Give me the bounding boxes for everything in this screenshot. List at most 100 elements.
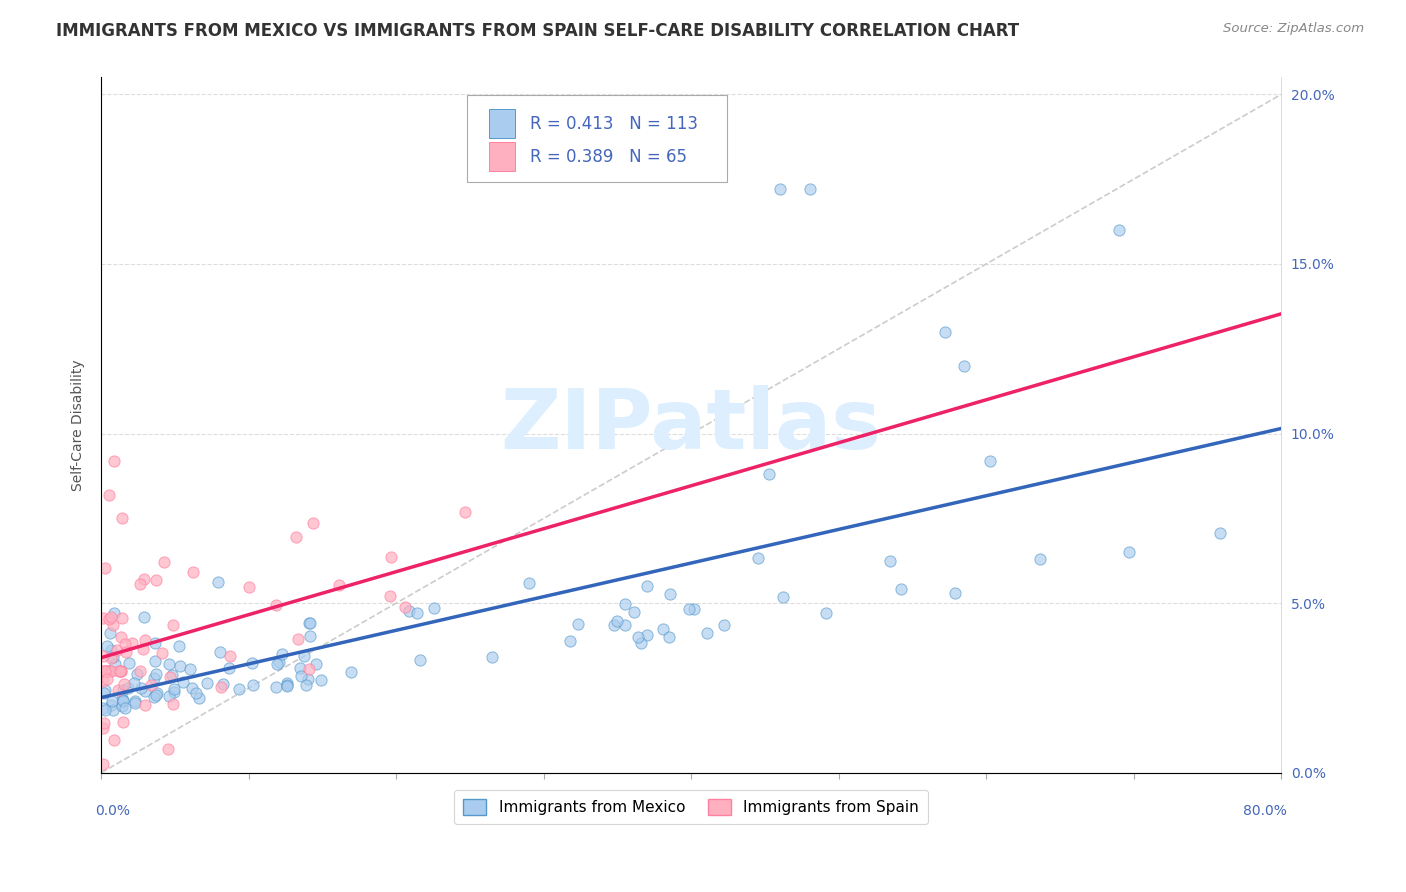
Text: 80.0%: 80.0% [1243,804,1286,818]
Point [297,615,319,630]
Legend: Immigrants from Mexico, Immigrants from Spain: Immigrants from Mexico, Immigrants from … [454,790,928,824]
Point [292,648,315,663]
Point [285,530,308,544]
Point [114,637,136,651]
Point [107,664,129,678]
Point [108,664,131,678]
Point [162,698,184,712]
Bar [489,110,516,138]
Point [212,677,235,691]
Point [93,664,115,678]
Point [602,618,624,632]
Point [159,670,181,684]
Point [187,690,209,705]
Point [91,611,114,625]
Point [1108,223,1130,237]
Point [160,667,183,681]
Point [91,757,114,772]
Point [146,686,169,700]
Point [181,681,204,695]
Point [297,672,319,686]
Point [298,629,321,643]
Point [100,651,122,665]
FancyBboxPatch shape [467,95,727,182]
Point [134,632,156,647]
Point [276,678,298,692]
Point [228,681,250,696]
Point [111,693,134,707]
Point [623,605,645,619]
Point [91,721,114,735]
Point [94,561,117,575]
Point [132,610,155,624]
Point [91,664,114,678]
Point [107,683,129,698]
Point [627,630,650,644]
Point [238,580,260,594]
Point [270,647,292,661]
Point [423,600,446,615]
Point [408,653,430,667]
Point [560,634,582,648]
Point [103,618,125,632]
Point [117,681,139,696]
Point [93,716,115,731]
Point [179,662,201,676]
Point [636,579,658,593]
Point [103,606,125,620]
Point [207,574,229,589]
Point [163,682,186,697]
Point [115,645,138,659]
Point [815,606,838,620]
Point [94,703,117,717]
Point [98,626,121,640]
Point [240,657,263,671]
Point [118,657,141,671]
Point [276,676,298,690]
Point [112,694,135,708]
Point [128,577,150,591]
Point [301,516,323,531]
Point [517,575,540,590]
Point [636,628,658,642]
Point [96,639,118,653]
Point [953,359,976,373]
Point [157,689,180,703]
Point [380,549,402,564]
Point [124,693,146,707]
Point [134,572,156,586]
Point [181,565,204,579]
Point [1118,545,1140,559]
Point [934,325,956,339]
Point [169,659,191,673]
Point [101,694,124,708]
Point [111,611,134,625]
Point [91,648,114,663]
Point [242,678,264,692]
Point [110,691,132,706]
Point [143,671,166,685]
Point [93,686,115,700]
Point [163,685,186,699]
Point [110,664,132,678]
Point [153,555,176,569]
Point [98,612,121,626]
Point [567,616,589,631]
Point [305,657,328,671]
Point [134,684,156,698]
Point [208,645,231,659]
Point [290,669,312,683]
Point [101,649,124,664]
Point [100,643,122,657]
Point [267,655,290,669]
Point [172,674,194,689]
Point [657,630,679,644]
Point [157,657,180,672]
Point [110,664,132,678]
Point [143,690,166,705]
Point [890,582,912,596]
Point [114,701,136,715]
Point [100,698,122,712]
Point [104,657,127,671]
Point [121,636,143,650]
